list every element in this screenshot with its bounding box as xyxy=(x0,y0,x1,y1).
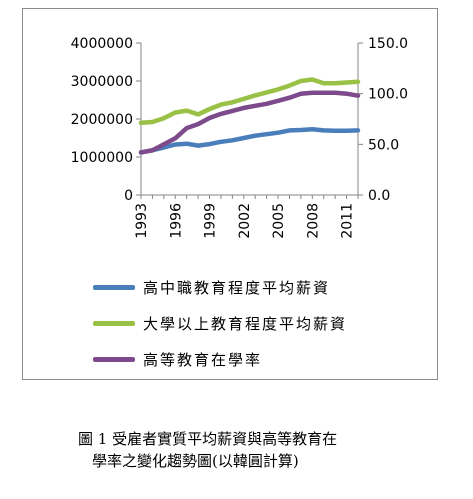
x-tick-label: 1999 xyxy=(203,203,219,239)
left-tick-label: 1000000 xyxy=(71,150,133,166)
legend-item-1: 高中職教育程度平均薪資 xyxy=(93,269,423,305)
legend: 高中職教育程度平均薪資 大學以上教育程度平均薪資 高等教育在學率 xyxy=(93,269,423,377)
left-tick-label: 4000000 xyxy=(71,36,133,52)
caption-line-2: 學率之變化趨勢圖(以韓圓計算) xyxy=(92,452,299,470)
caption-line-1: 圖 1 受雇者實質平均薪資與高等教育在 xyxy=(78,430,338,448)
legend-item-3: 高等教育在學率 xyxy=(93,341,423,377)
x-tick-label: 2011 xyxy=(340,203,356,239)
left-tick-label: 2000000 xyxy=(71,112,133,128)
chart: 0 1000000 2000000 3000000 4000000 0.0 50.0 100.… xyxy=(71,36,408,239)
x-tick-label: 2008 xyxy=(305,203,321,239)
series-line-3 xyxy=(138,90,361,155)
left-tick-label: 3000000 xyxy=(71,74,133,90)
legend-swatch xyxy=(93,284,135,290)
chart-frame: 0 1000000 2000000 3000000 4000000 0.0 50.0 100.… xyxy=(22,8,438,380)
left-tick-label: 0 xyxy=(124,188,133,204)
legend-swatch xyxy=(93,356,135,362)
legend-swatch xyxy=(93,320,135,326)
figure-caption: 圖 1 受雇者實質平均薪資與高等教育在 學率之變化趨勢圖(以韓圓計算) xyxy=(78,428,458,472)
right-tick-label: 150.0 xyxy=(368,36,408,52)
x-tick-label: 1993 xyxy=(134,203,150,239)
legend-label: 大學以上教育程度平均薪資 xyxy=(143,314,348,333)
legend-item-2: 大學以上教育程度平均薪資 xyxy=(93,305,423,341)
legend-label: 高等教育在學率 xyxy=(143,350,263,369)
right-tick-label: 50.0 xyxy=(368,137,399,153)
x-tick-label: 2002 xyxy=(237,203,253,239)
right-tick-label: 0.0 xyxy=(368,188,390,204)
legend-label: 高中職教育程度平均薪資 xyxy=(143,278,331,297)
right-tick-label: 100.0 xyxy=(368,87,408,103)
series-line-2 xyxy=(138,77,361,126)
x-tick-label: 2005 xyxy=(271,203,287,239)
series-line-1 xyxy=(138,127,361,155)
x-tick-label: 1996 xyxy=(168,203,184,239)
